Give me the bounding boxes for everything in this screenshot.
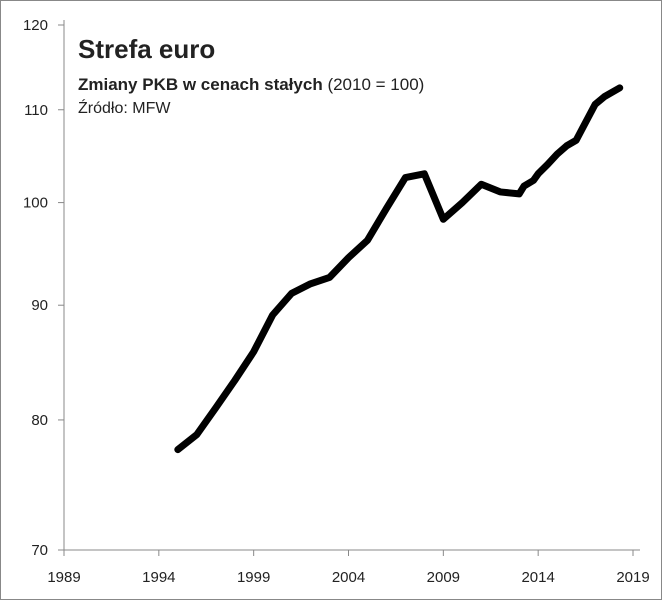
y-tick-label: 100 [23,195,48,212]
y-tick-label: 110 [24,102,48,119]
subtitle: Zmiany PKB w cenach stałych (2010 = 100) [78,75,424,94]
y-tick-label: 90 [31,297,48,314]
x-tick-label: 2009 [427,569,460,586]
x-tick-label: 1989 [47,569,80,586]
subtitle-note: (2010 = 100) [327,75,424,94]
x-tick-label: 1999 [237,569,270,586]
y-tick-label: 120 [23,17,48,34]
subtitle-main: Zmiany PKB w cenach stałych [78,75,323,94]
line [174,84,624,454]
x-tick-label: 2019 [616,569,649,586]
chart-title: Strefa euro [78,34,215,64]
x-tick-label: 2014 [521,569,554,586]
y-tick-label: 70 [31,542,48,559]
x-tick-label: 2004 [332,569,365,586]
x-tick-label: 1994 [142,569,175,586]
y-tick-label: 80 [31,412,48,429]
source: Źródło: MFW [78,98,171,117]
